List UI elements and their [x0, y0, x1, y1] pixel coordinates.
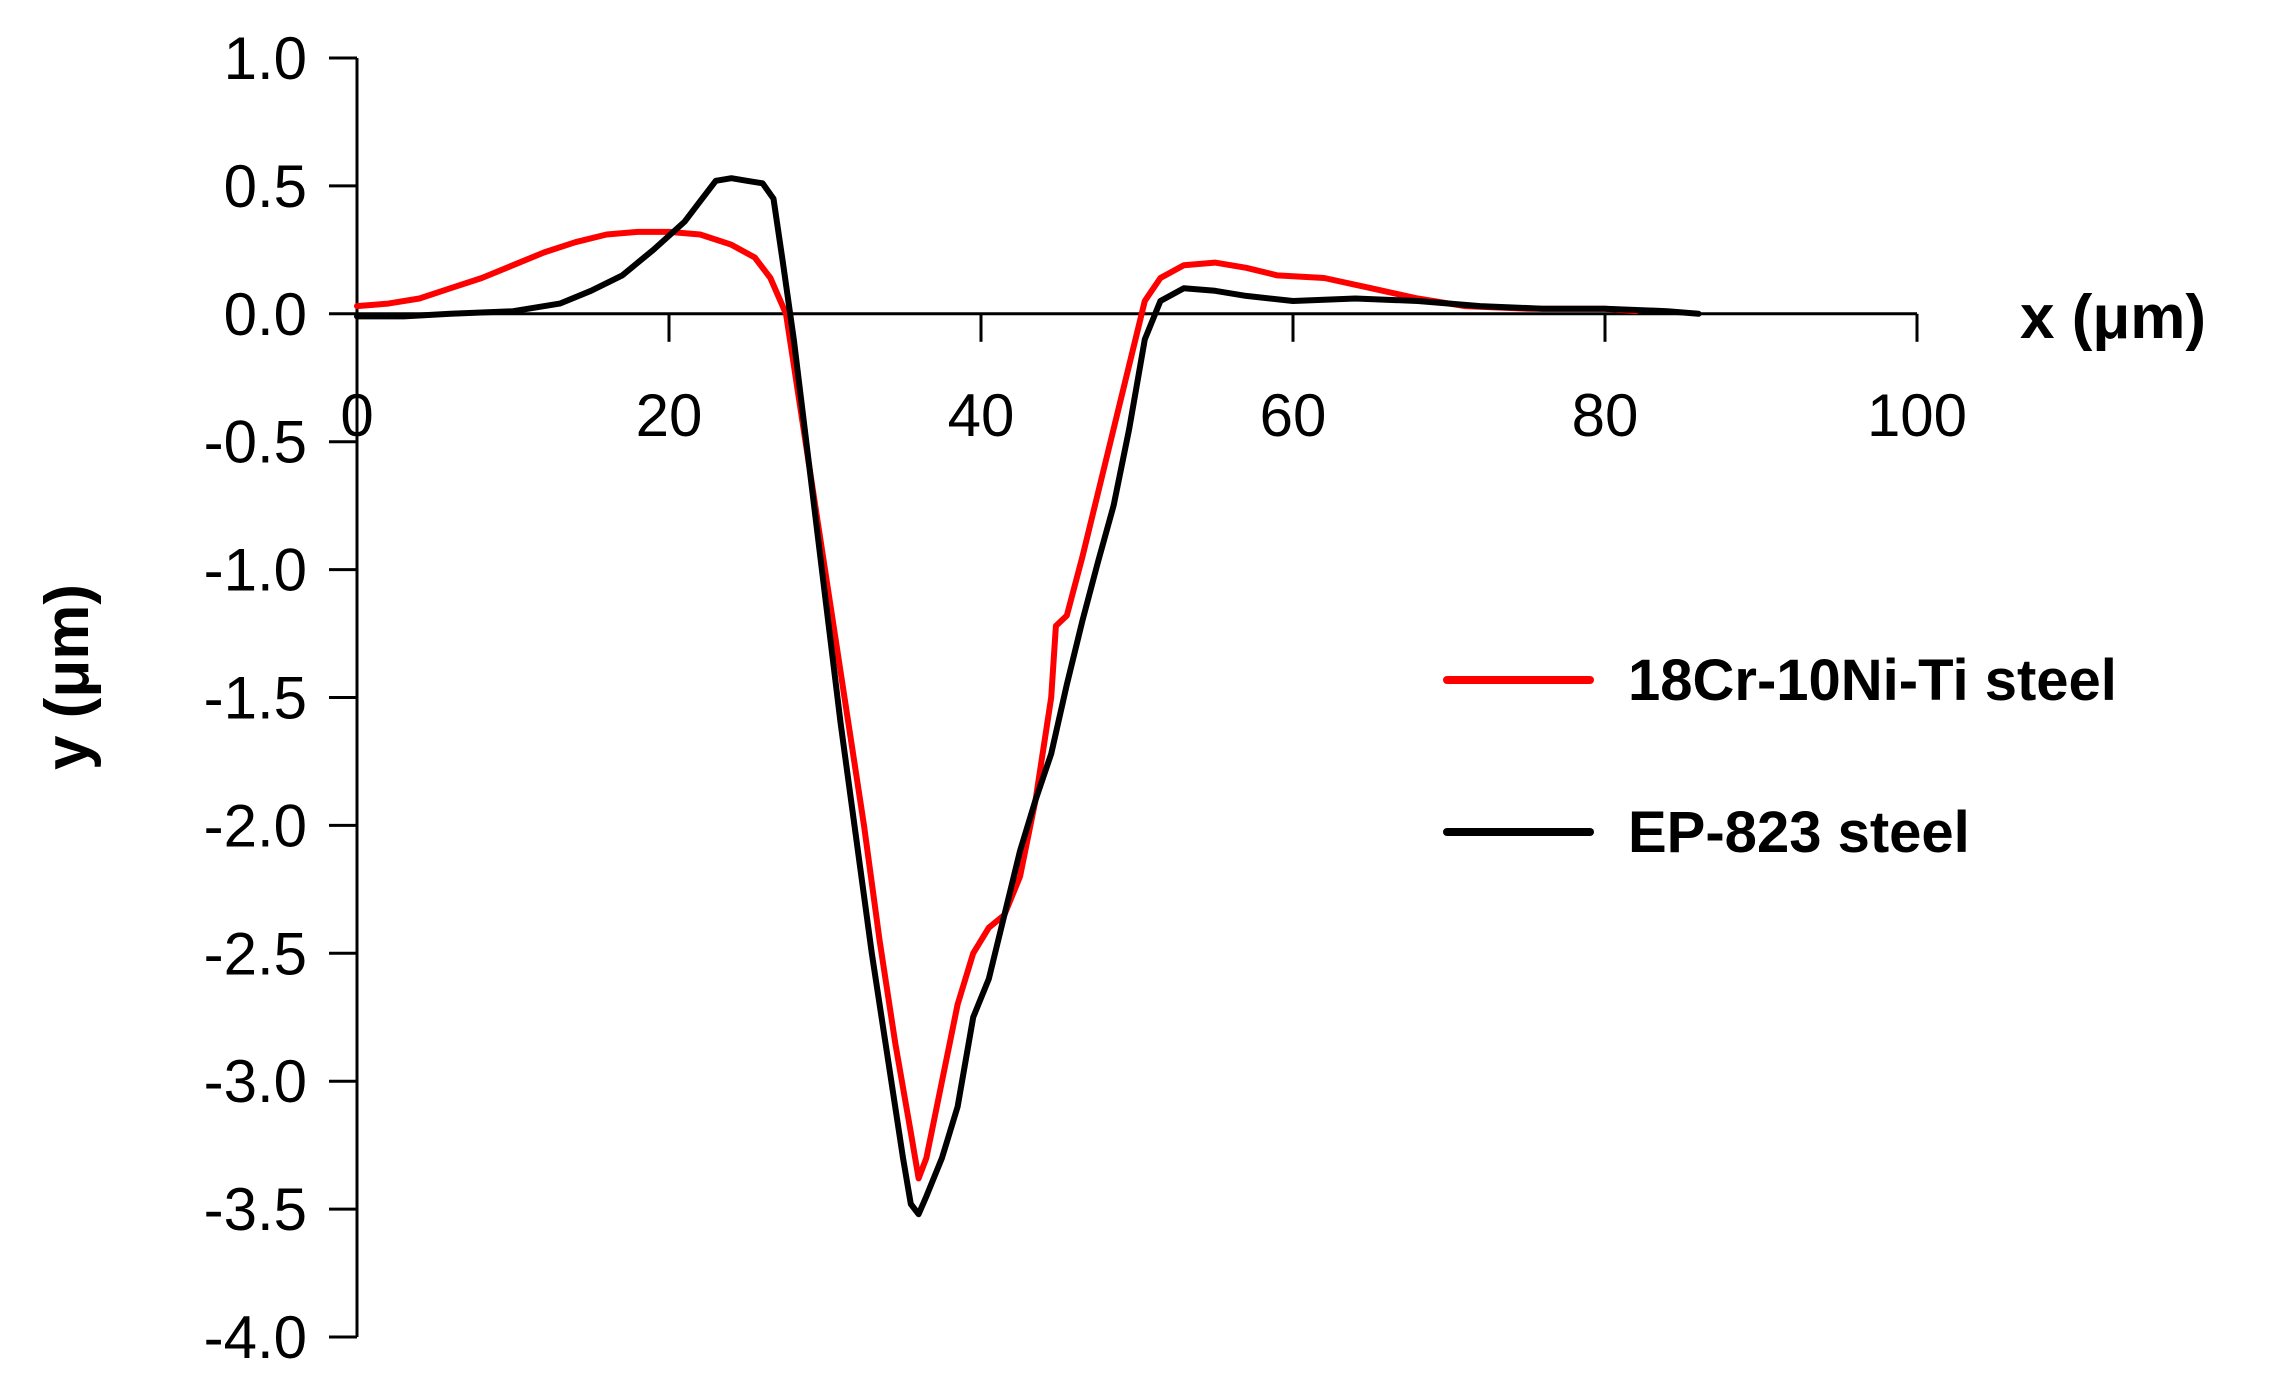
x-tick-label: 40: [948, 382, 1015, 449]
legend-label: 18Cr-10Ni-Ti steel: [1628, 648, 2117, 713]
series-line-1: [354, 228, 1640, 1182]
y-tick-label: -1.5: [204, 665, 307, 732]
series-lines: [354, 175, 1702, 1218]
y-tick-label: -0.5: [204, 409, 307, 476]
series-line-2: [354, 175, 1702, 1218]
x-tick-label: 60: [1260, 382, 1327, 449]
y-tick-label: -4.0: [204, 1304, 307, 1371]
y-tick-label: 1.0: [224, 25, 307, 92]
x-axis-title: x (μm): [2020, 283, 2206, 352]
y-tick-label: -1.0: [204, 537, 307, 604]
axes: [329, 56, 1919, 1339]
y-tick-label: -2.5: [204, 920, 307, 987]
x-tick-label: 20: [636, 382, 703, 449]
legend-label: EP-823 steel: [1628, 800, 1970, 865]
y-tick-label: -2.0: [204, 792, 307, 859]
x-tick-label: 80: [1572, 382, 1639, 449]
tick-labels: 1.0 0.5 0.0 -0.5 -1.0 -1.5 -2.0 -2.5 -3.0 -3.5 -4.…: [204, 25, 1967, 1371]
x-tick-label: 0: [340, 382, 373, 449]
y-tick-label: 0.0: [224, 281, 307, 348]
y-tick-label: -3.5: [204, 1176, 307, 1243]
y-tick-label: 0.5: [224, 153, 307, 220]
y-tick-label: -3.0: [204, 1048, 307, 1115]
x-tick-label: 100: [1867, 382, 1967, 449]
y-axis-title: y (μm): [33, 584, 102, 770]
legend: 18Cr-10Ni-Ti steel EP-823 steel: [1443, 648, 2117, 865]
